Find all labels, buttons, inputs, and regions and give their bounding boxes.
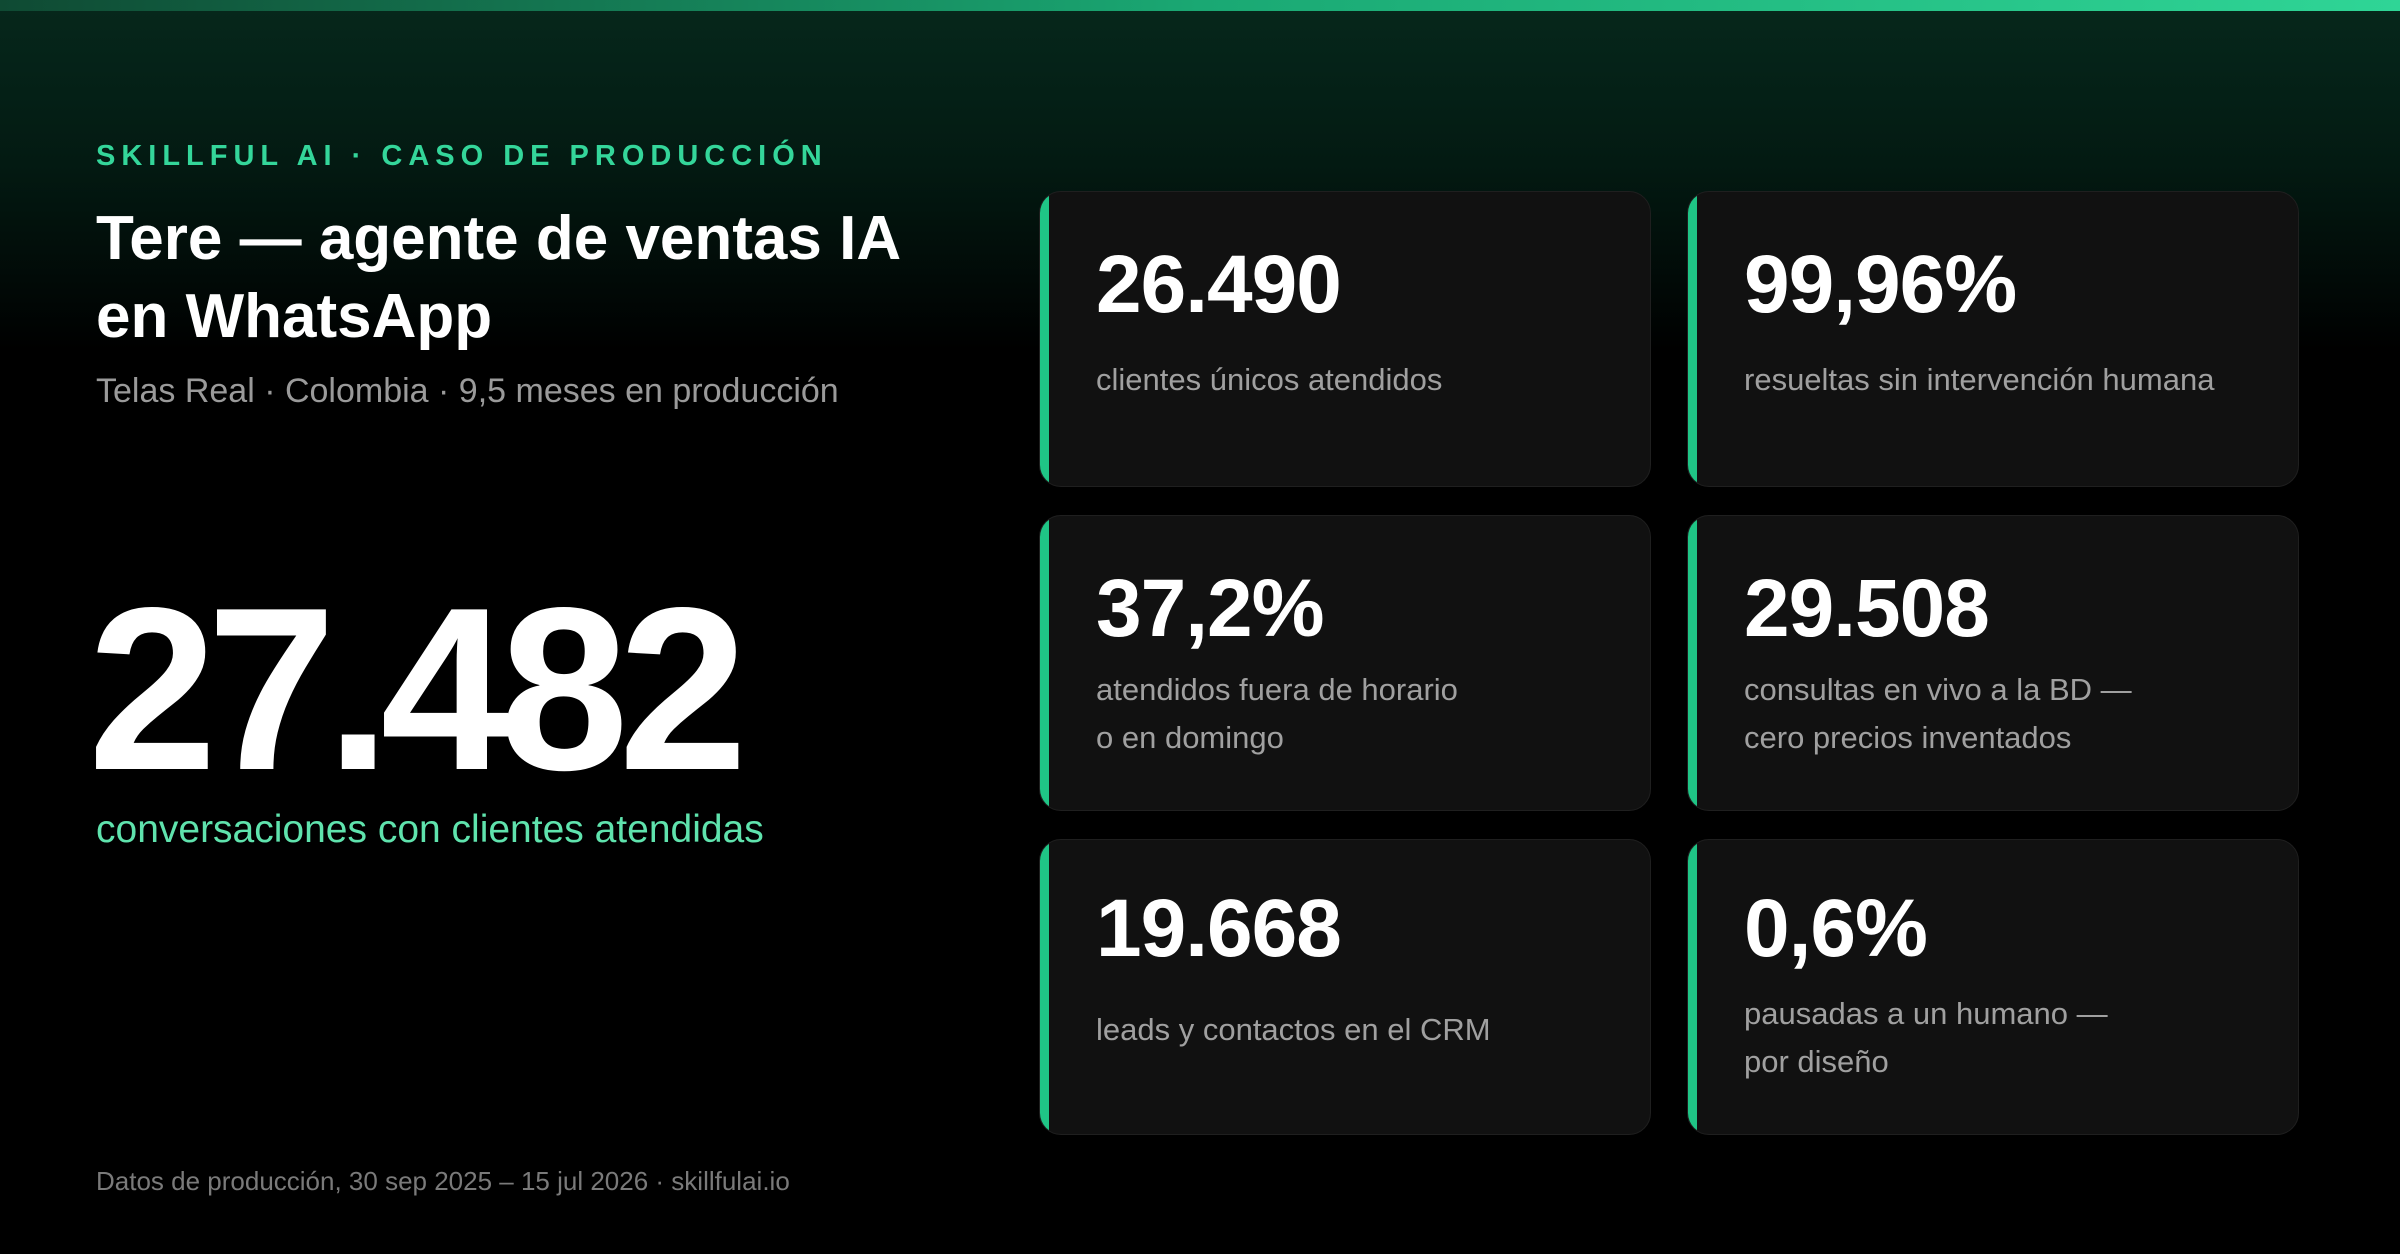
metric-label-line: leads y contactos en el CRM [1096, 1012, 1491, 1047]
card-accent-bar [1040, 192, 1049, 486]
metric-value: 0,6% [1744, 883, 1928, 974]
metric-card-unique-clients: 26.490 clientes únicos atendidos [1039, 191, 1651, 487]
metric-value: 37,2% [1096, 563, 1325, 654]
metric-label: consultas en vivo a la BD — cero precios… [1744, 666, 2264, 762]
card-accent-bar [1688, 840, 1697, 1134]
card-accent-bar [1688, 516, 1697, 810]
metric-value: 26.490 [1096, 239, 1342, 330]
footer-source-note: Datos de producción, 30 sep 2025 – 15 ju… [96, 1166, 790, 1196]
metric-label: atendidos fuera de horario o en domingo [1096, 666, 1616, 762]
card-accent-bar [1040, 516, 1049, 810]
card-accent-bar [1688, 192, 1697, 486]
metric-value: 29.508 [1744, 563, 1990, 654]
metric-label: pausadas a un humano — por diseño [1744, 990, 2264, 1086]
card-accent-bar [1040, 840, 1049, 1134]
metric-card-db-queries: 29.508 consultas en vivo a la BD — cero … [1687, 515, 2299, 811]
metric-label-line: clientes únicos atendidos [1096, 362, 1443, 397]
metric-label: leads y contactos en el CRM [1096, 1006, 1616, 1054]
metric-card-crm-leads: 19.668 leads y contactos en el CRM [1039, 839, 1651, 1135]
metric-card-after-hours: 37,2% atendidos fuera de horario o en do… [1039, 515, 1651, 811]
metric-label-line: resueltas sin intervención humana [1744, 362, 2215, 397]
metric-label-line: pausadas a un humano — [1744, 996, 2108, 1031]
top-accent-bar [0, 0, 2400, 11]
metric-label-line: o en domingo [1096, 720, 1284, 755]
hero-metric-value: 27.482 [88, 560, 748, 819]
metric-label-line: consultas en vivo a la BD — [1744, 672, 2132, 707]
hero-metric-caption: conversaciones con clientes atendidas [96, 808, 764, 851]
metric-label-line: atendidos fuera de horario [1096, 672, 1458, 707]
metric-card-resolved-rate: 99,96% resueltas sin intervención humana [1687, 191, 2299, 487]
metric-label-line: por diseño [1744, 1044, 1889, 1079]
page-title: Tere — agente de ventas IA en WhatsApp [96, 204, 899, 351]
metric-label-line: cero precios inventados [1744, 720, 2072, 755]
page-subtitle: Telas Real · Colombia · 9,5 meses en pro… [96, 372, 839, 410]
eyebrow-label: SKILLFUL AI · CASO DE PRODUCCIÓN [96, 140, 828, 172]
metric-label: clientes únicos atendidos [1096, 356, 1616, 404]
metric-value: 19.668 [1096, 883, 1342, 974]
metric-value: 99,96% [1744, 239, 2017, 330]
metric-label: resueltas sin intervención humana [1744, 356, 2264, 404]
metric-card-paused-to-human: 0,6% pausadas a un humano — por diseño [1687, 839, 2299, 1135]
